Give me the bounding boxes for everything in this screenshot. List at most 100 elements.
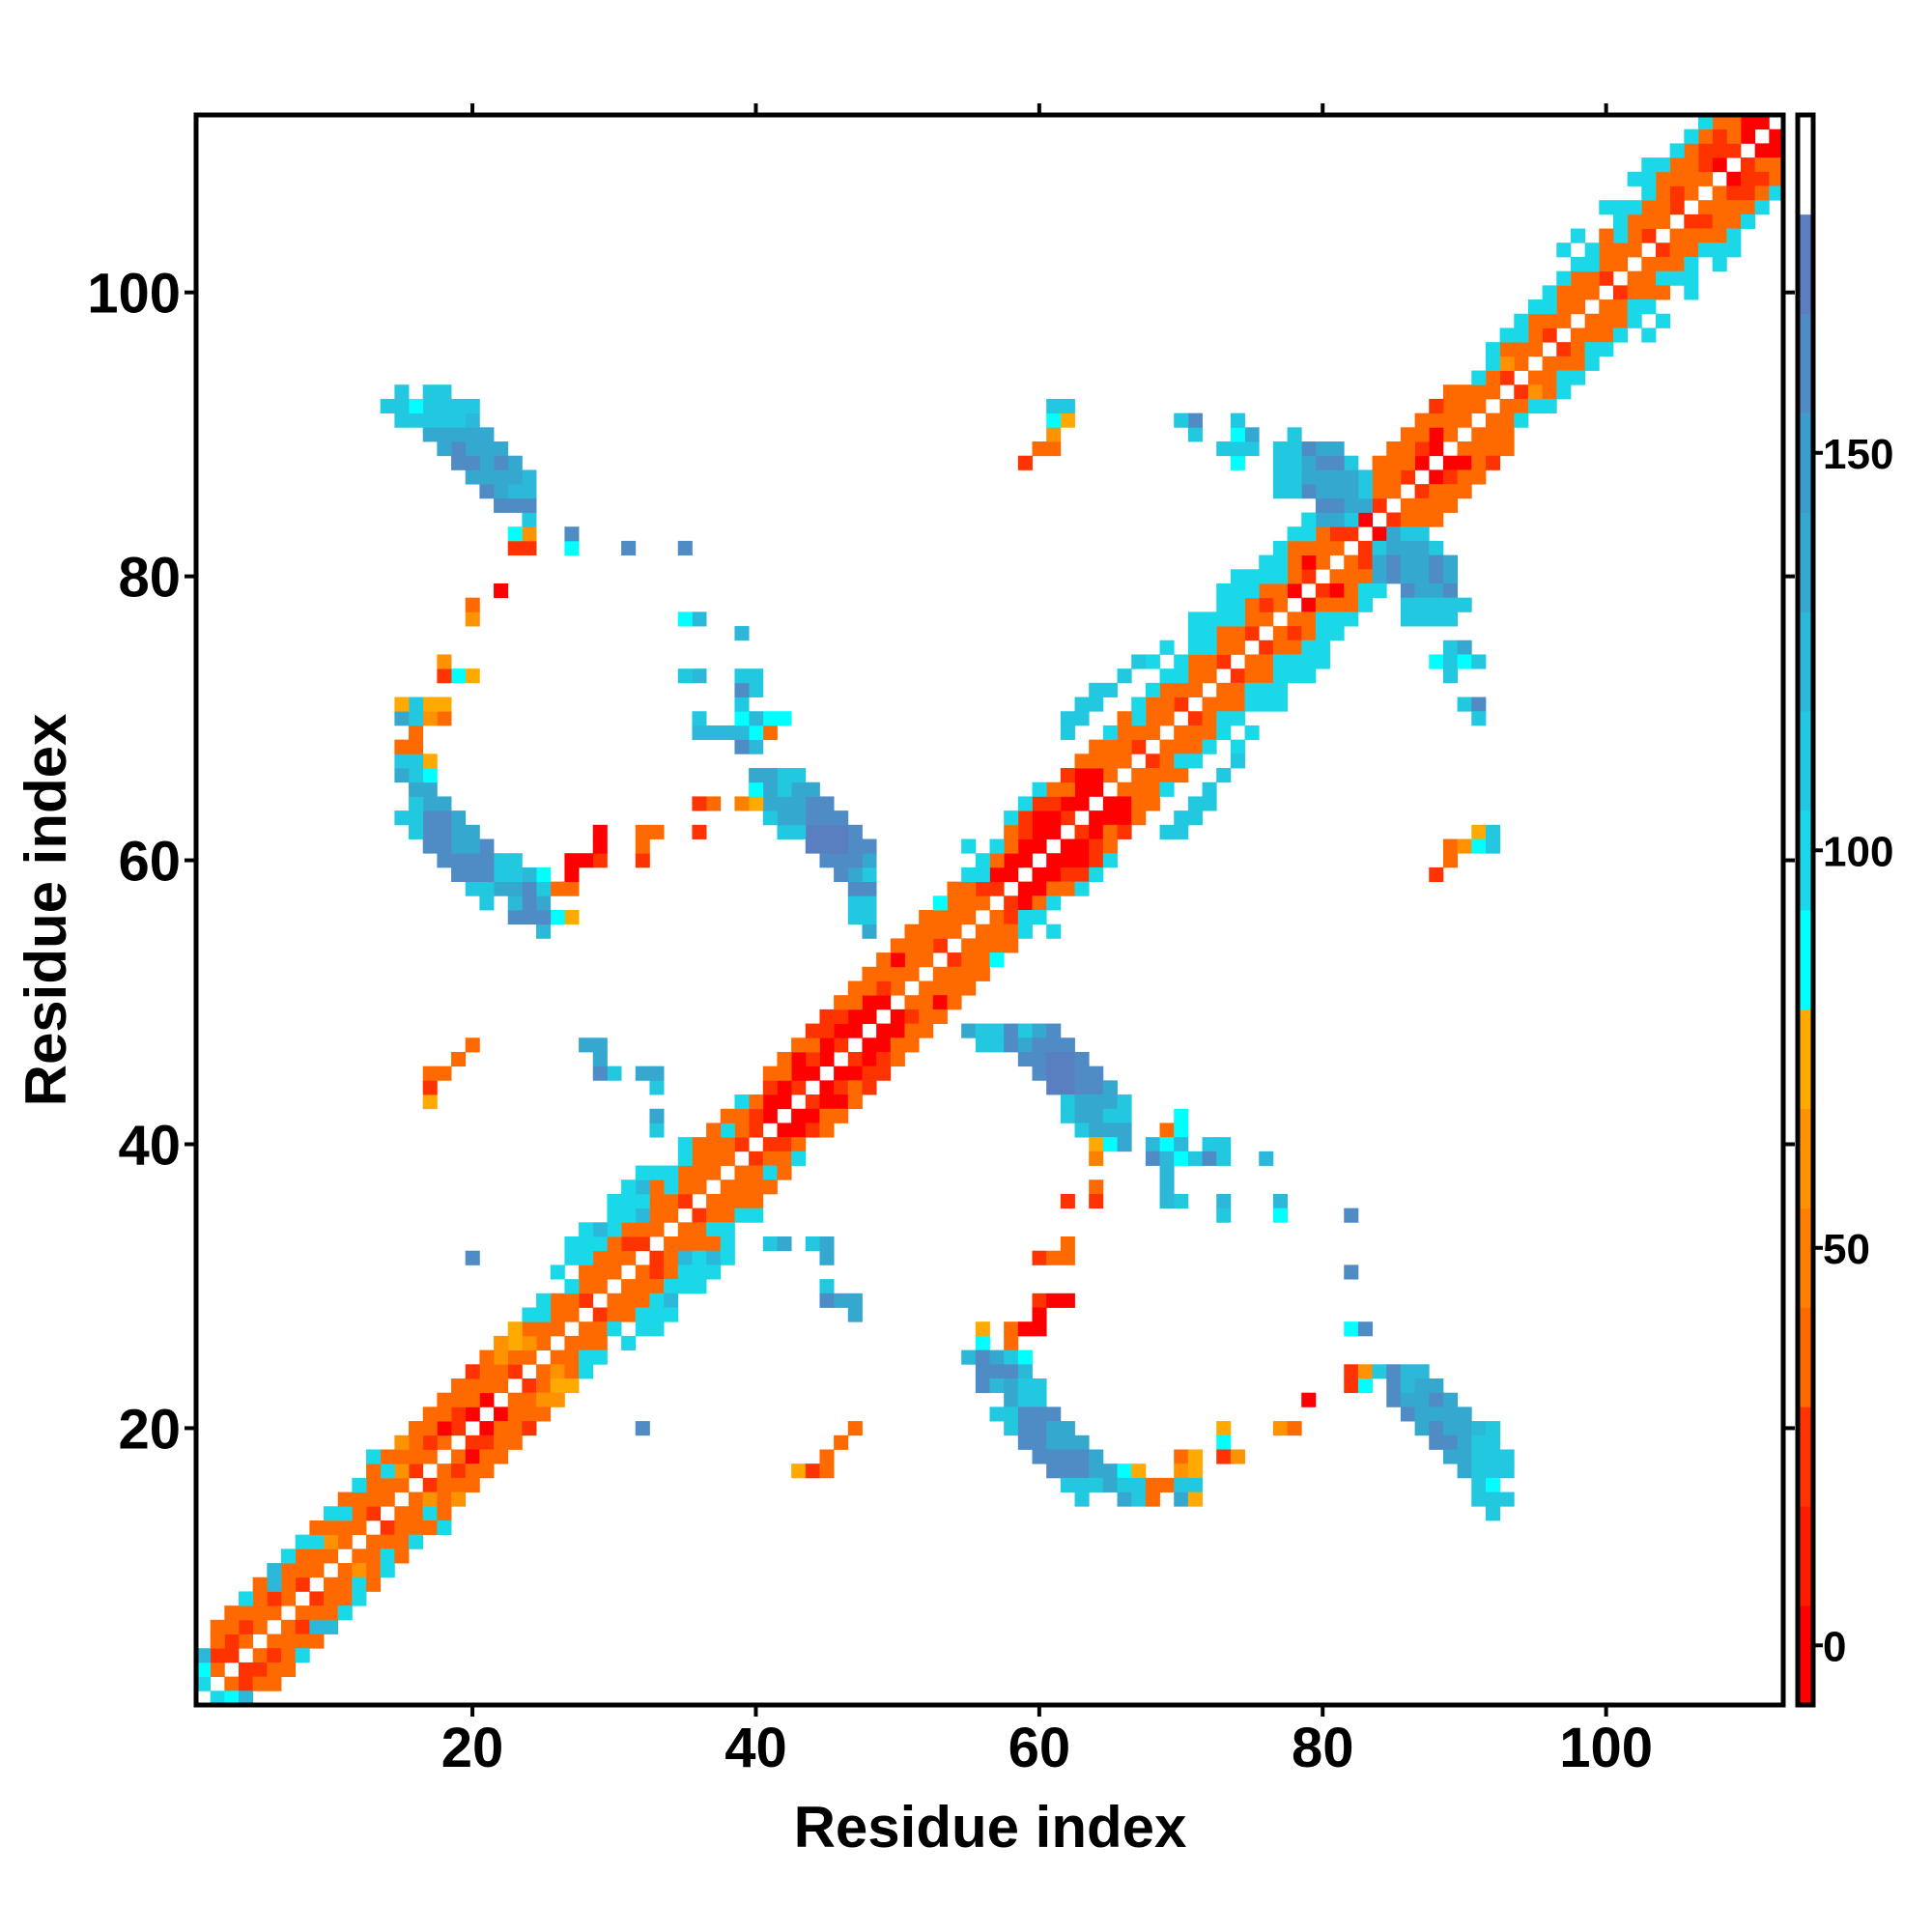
heatmap-cell: [479, 1463, 495, 1479]
heatmap-cell: [422, 796, 438, 811]
heatmap-cell: [437, 668, 452, 684]
heatmap-cell: [465, 1378, 480, 1394]
heatmap-cell: [1216, 582, 1232, 599]
heatmap-cell: [1329, 611, 1345, 627]
heatmap-cell: [749, 724, 764, 741]
heatmap-cell: [791, 1122, 807, 1138]
heatmap-cell: [451, 838, 467, 854]
heatmap-cell: [1627, 285, 1642, 300]
heatmap-cell: [1315, 611, 1330, 627]
heatmap-cell: [494, 497, 509, 513]
heatmap-cell: [422, 427, 438, 442]
heatmap-cell: [1032, 1023, 1047, 1038]
heatmap-cell: [1216, 639, 1232, 655]
heatmap-cell: [819, 1080, 835, 1095]
heatmap-cell: [437, 1477, 452, 1492]
heatmap-cell: [1414, 1392, 1430, 1407]
heatmap-cell: [805, 810, 820, 826]
heatmap-cell: [1259, 639, 1274, 655]
heatmap-cell: [422, 1065, 438, 1081]
heatmap-cell: [437, 654, 452, 669]
heatmap-cell: [1301, 668, 1317, 684]
heatmap-cell: [1471, 384, 1487, 400]
heatmap-cell: [1046, 1293, 1062, 1308]
heatmap-cell: [635, 1193, 650, 1209]
heatmap-cell: [777, 1080, 792, 1095]
heatmap-cell: [847, 1023, 863, 1038]
heatmap-cell: [1017, 1023, 1033, 1038]
heatmap-cell: [1457, 469, 1472, 485]
heatmap-cell: [947, 895, 962, 911]
heatmap-cell: [1655, 313, 1671, 328]
heatmap-cell: [451, 455, 467, 470]
heatmap-cell: [409, 1520, 424, 1536]
heatmap-cell: [932, 995, 948, 1010]
heatmap-cell: [1599, 228, 1614, 243]
heatmap-cell: [621, 1335, 637, 1350]
heatmap-cell: [1669, 200, 1685, 215]
heatmap-cell: [890, 1023, 905, 1038]
heatmap-cell: [777, 1236, 792, 1252]
heatmap-cell: [1669, 270, 1685, 286]
heatmap-cell: [975, 1335, 990, 1350]
heatmap-cell: [1272, 469, 1288, 485]
heatmap-cell: [1485, 370, 1501, 385]
heatmap-cell: [337, 1492, 353, 1507]
heatmap-cell: [919, 952, 934, 968]
heatmap-cell: [536, 881, 552, 896]
heatmap-cell: [1627, 171, 1642, 186]
heatmap-cell: [1414, 569, 1430, 584]
heatmap-cell: [1429, 654, 1444, 669]
heatmap-cell: [607, 1193, 622, 1209]
heatmap-cell: [1726, 228, 1742, 243]
heatmap-cell: [947, 952, 962, 968]
heatmap-cell: [394, 398, 410, 414]
heatmap-cell: [1060, 853, 1075, 868]
heatmap-cell: [592, 1236, 608, 1252]
heatmap-cell: [621, 540, 637, 555]
heatmap-cell: [337, 1591, 353, 1606]
heatmap-cell: [1612, 313, 1629, 328]
heatmap-cell: [1117, 1137, 1132, 1152]
heatmap-cell: [451, 441, 467, 457]
heatmap-cell: [507, 455, 523, 470]
heatmap-cell: [1769, 143, 1784, 158]
heatmap-cell: [1485, 1435, 1501, 1450]
heatmap-cell: [1386, 1392, 1402, 1407]
heatmap-cell: [1046, 867, 1062, 883]
heatmap-cell: [1259, 569, 1274, 584]
heatmap-cell: [1414, 1378, 1430, 1394]
heatmap-cell: [1712, 228, 1727, 243]
heatmap-cell: [1372, 469, 1387, 485]
heatmap-cell: [1187, 1449, 1203, 1464]
heatmap-cell: [791, 1108, 807, 1123]
heatmap-cell: [1230, 682, 1245, 697]
heatmap-cell: [1344, 1208, 1359, 1223]
heatmap-cell: [1046, 1421, 1062, 1436]
heatmap-cell: [437, 824, 452, 839]
heatmap-cell: [479, 853, 495, 868]
heatmap-cell: [1442, 853, 1458, 868]
heatmap-cell: [749, 1165, 764, 1180]
heatmap-cell: [834, 1094, 849, 1110]
heatmap-cell: [1329, 540, 1345, 555]
heatmap-cell: [1004, 1378, 1019, 1394]
heatmap-cell: [550, 1264, 565, 1280]
heatmap-cell: [465, 441, 480, 457]
heatmap-cell: [1400, 441, 1415, 457]
heatmap-cell: [1372, 455, 1387, 470]
heatmap-cell: [989, 853, 1005, 868]
heatmap-cell: [1202, 611, 1217, 627]
heatmap-cell: [1641, 171, 1657, 186]
heatmap-cell: [252, 1591, 268, 1606]
heatmap-cell: [1017, 1051, 1033, 1067]
heatmap-cell: [522, 469, 537, 485]
heatmap-cell: [1259, 582, 1274, 599]
heatmap-cell: [819, 1463, 835, 1479]
heatmap-cell: [1301, 554, 1317, 570]
heatmap-cell: [1046, 923, 1062, 939]
heatmap-cell: [1697, 115, 1714, 130]
heatmap-cell: [1074, 1492, 1090, 1507]
heatmap-cell: [324, 1619, 339, 1634]
heatmap-cell: [1329, 512, 1345, 527]
